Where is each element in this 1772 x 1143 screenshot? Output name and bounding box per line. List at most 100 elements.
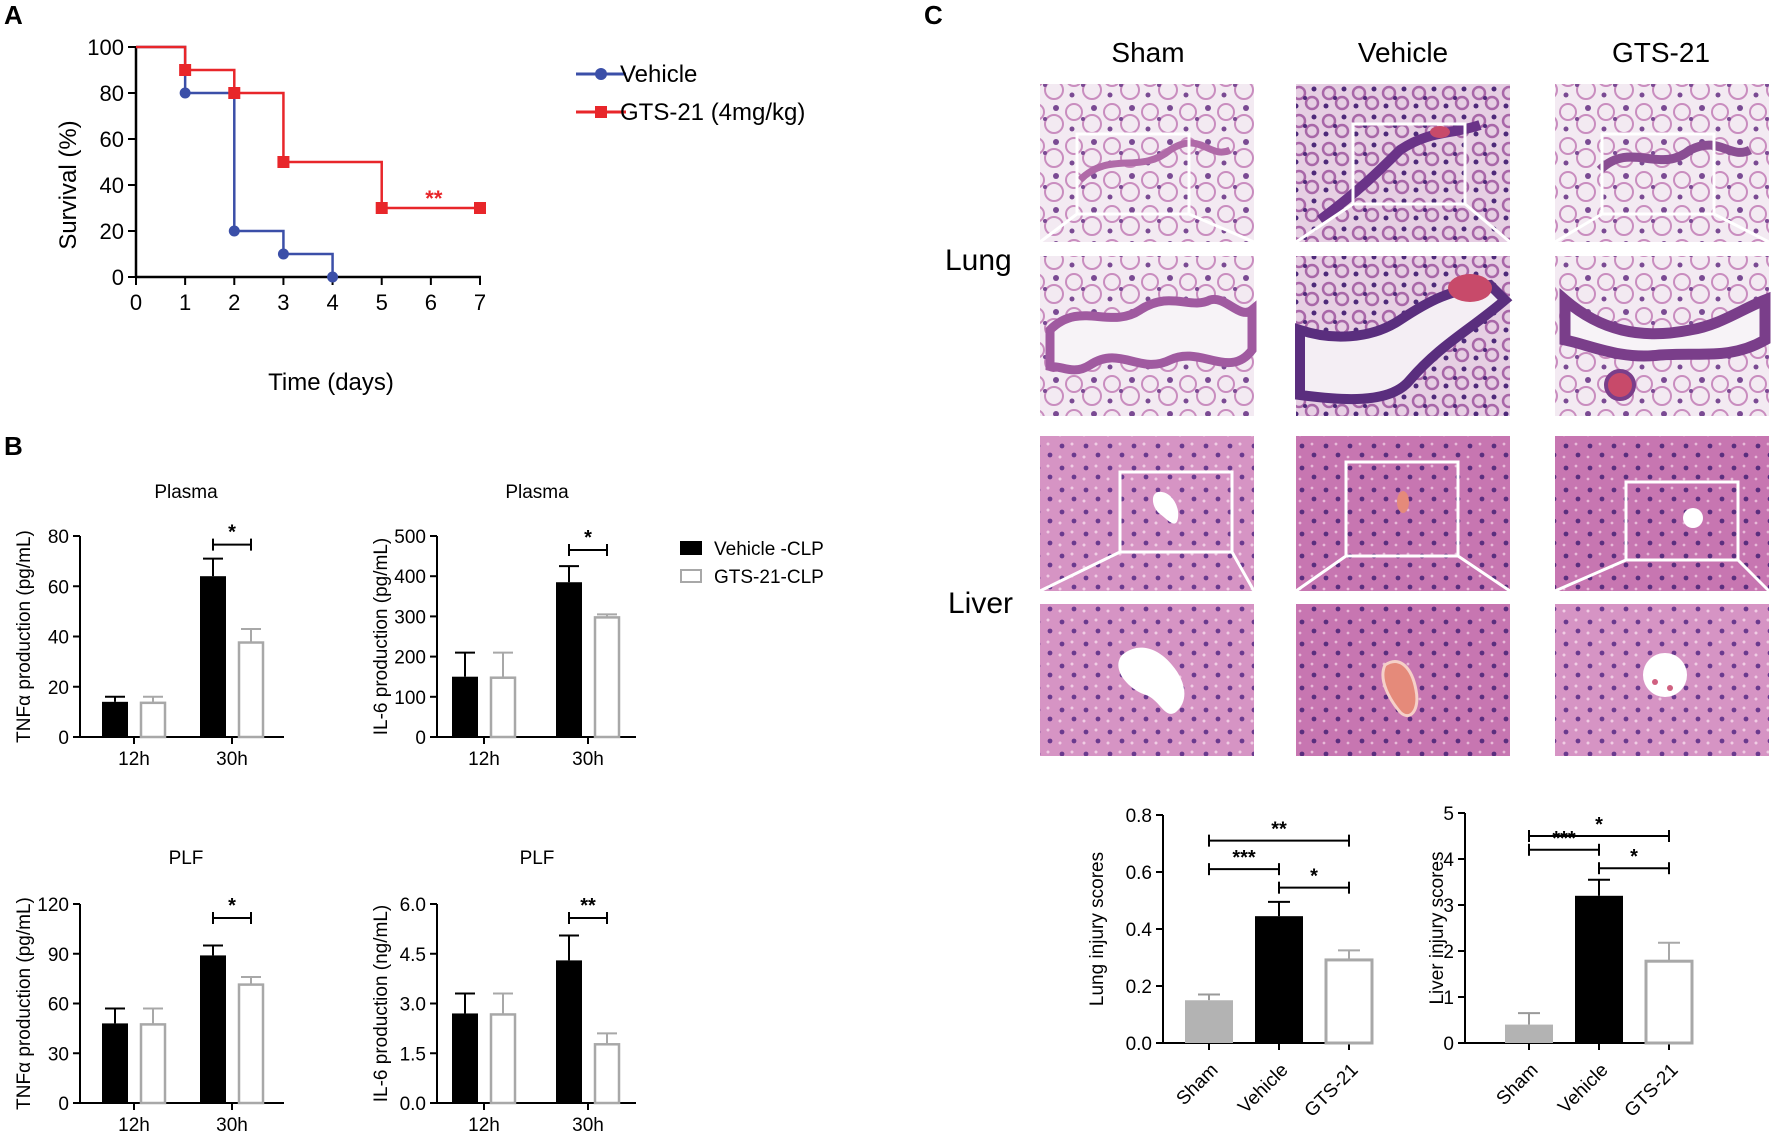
tnf-plf-chart: PLF TNFα production (pg/mL) 0 30 60 90 120 12h 3… <box>14 848 284 1136</box>
bar-vehicle <box>1575 895 1623 1043</box>
panel-label-b: B <box>4 431 23 461</box>
bar-gts-21 <box>1644 959 1694 1045</box>
lung-gts21-lowmag <box>1555 84 1769 242</box>
bar-gts21-clp <box>139 701 167 739</box>
x-tick-label: Vehicle <box>1234 1060 1292 1118</box>
legend-vehicle-marker <box>595 68 607 80</box>
significance-stars: * <box>228 522 236 544</box>
survival-point-vehicle <box>179 87 191 99</box>
liver-gts21-highmag <box>1555 604 1769 756</box>
survival-y-tick-label: 60 <box>100 127 124 152</box>
y-tick-label: 300 <box>394 607 426 628</box>
y-tick-label: 3.0 <box>400 995 426 1016</box>
bar-gts-21 <box>1324 958 1374 1045</box>
bar-gts21-clp <box>139 1023 167 1105</box>
bar-gts21-clp <box>237 983 265 1105</box>
panel-b-legend: Vehicle -CLP GTS-21-CLP <box>680 539 824 588</box>
x-tick-label: 30h <box>572 1115 604 1136</box>
survival-x-axis-label: Time (days) <box>268 369 394 396</box>
y-tick-label: 200 <box>394 648 426 669</box>
y-axis-label: Liver injury scores <box>1427 851 1448 1004</box>
survival-point-gts21 <box>277 156 290 168</box>
survival-y-tick-label: 20 <box>100 219 124 244</box>
y-axis-label: Lung injury scores <box>1087 852 1108 1006</box>
liver-vehicle-highmag <box>1296 604 1510 756</box>
bar-sham <box>1185 1000 1233 1043</box>
bar-gts21-clp <box>489 1013 517 1105</box>
y-tick-label: 6.0 <box>400 895 426 916</box>
significance-stars: ** <box>580 895 596 917</box>
y-tick-label: 0 <box>58 728 69 749</box>
y-tick-label: 3 <box>1443 896 1454 917</box>
survival-x-tick-label: 4 <box>326 290 338 315</box>
legend-gts-clp-label: GTS-21-CLP <box>714 567 824 588</box>
column-header-vehicle: Vehicle <box>1358 37 1448 68</box>
y-tick-label: 4.5 <box>400 945 426 966</box>
significance-stars: * <box>228 895 236 917</box>
lung-vehicle-lowmag <box>1296 84 1510 242</box>
bar-gts21-clp <box>489 676 517 739</box>
significance-stars: ** <box>1271 819 1287 841</box>
x-tick-label: 30h <box>572 749 604 770</box>
survival-x-tick-label: 2 <box>228 290 240 315</box>
panel-label-c: C <box>924 0 943 30</box>
survival-point-vehicle <box>228 225 240 237</box>
chart-title: Plasma <box>154 482 218 503</box>
survival-y-tick-label: 0 <box>112 265 124 290</box>
il6-plasma-chart: Plasma IL-6 production (pg/mL) 0 100 200 300 4… <box>371 482 636 770</box>
y-tick-label: 0.0 <box>1126 1034 1152 1055</box>
y-tick-label: 1 <box>1443 988 1454 1009</box>
y-tick-label: 60 <box>48 995 69 1016</box>
survival-point-vehicle <box>277 248 289 260</box>
y-axis-label: IL-6 production (ng/mL) <box>371 905 392 1103</box>
bar-sham <box>1505 1024 1553 1043</box>
x-tick-label: GTS-21 <box>1621 1060 1683 1122</box>
y-tick-label: 0.2 <box>1126 977 1152 998</box>
survival-significance-annotation: ** <box>425 186 443 211</box>
x-tick-label: 30h <box>216 749 248 770</box>
il6-plf-chart: PLF IL-6 production (ng/mL) 0.0 1.5 3.0 4.5 6.… <box>371 848 636 1136</box>
legend-vehicle-clp-swatch <box>680 541 702 555</box>
survival-point-vehicle <box>327 271 339 283</box>
liver-injury-scores-chart: Liver injury scores 0 1 2 3 4 5 Sham Vehicle GTS-… <box>1427 804 1694 1122</box>
row-header-liver: Liver <box>948 587 1013 620</box>
survival-lines <box>136 45 480 277</box>
y-tick-label: 40 <box>48 628 69 649</box>
survival-chart: 0 20 40 60 80 100 0 1 2 3 4 5 6 7 Time (days) Surviva… <box>55 35 805 396</box>
y-tick-label: 4 <box>1443 850 1454 871</box>
significance-stars: *** <box>1552 828 1576 850</box>
bar-vehicle-clp <box>102 701 128 737</box>
y-tick-label: 30 <box>48 1044 69 1065</box>
survival-x-tick-label: 7 <box>474 290 486 315</box>
y-tick-label: 90 <box>48 945 69 966</box>
lung-sham-highmag <box>1040 256 1257 416</box>
bar-vehicle <box>1255 916 1303 1043</box>
row-header-lung: Lung <box>945 244 1012 277</box>
survival-x-tick-label: 5 <box>376 290 388 315</box>
bar-vehicle-clp <box>102 1023 128 1103</box>
survival-x-tick-label: 0 <box>130 290 142 315</box>
survival-point-gts21 <box>228 87 241 99</box>
survival-axes: 0 20 40 60 80 100 0 1 2 3 4 5 6 7 <box>87 35 486 315</box>
survival-legend: Vehicle GTS-21 (4mg/kg) <box>576 61 805 126</box>
legend-gts-clp-swatch <box>680 569 702 583</box>
lung-injury-scores-chart: Lung injury scores 0.0 0.2 0.4 0.6 0.8 Sham Veh… <box>1087 806 1374 1122</box>
x-tick-label: 12h <box>468 749 500 770</box>
bar-vehicle-clp <box>452 676 478 737</box>
y-tick-label: 0 <box>415 728 426 749</box>
x-tick-label: Sham <box>1173 1060 1223 1110</box>
y-tick-label: 0.6 <box>1126 863 1152 884</box>
bar-gts21-clp <box>237 641 265 739</box>
y-tick-label: 100 <box>394 688 426 709</box>
chart-title: PLF <box>169 848 204 869</box>
y-tick-label: 0 <box>1443 1034 1454 1055</box>
y-tick-label: 0 <box>58 1094 69 1115</box>
histology-panel: Sham Vehicle GTS-21 Lung Liver <box>945 37 1771 756</box>
tnf-plasma-chart: Plasma TNFα production (pg/mL) 0 20 40 60 80 12… <box>14 482 284 770</box>
legend-vehicle-label: Vehicle <box>620 61 697 88</box>
liver-sham-lowmag <box>1040 436 1254 591</box>
y-axis-label: TNFα production (pg/mL) <box>14 897 35 1110</box>
x-tick-label: GTS-21 <box>1301 1060 1363 1122</box>
lung-zoom-lines <box>1039 202 1770 244</box>
significance-stars: * <box>1630 846 1638 868</box>
